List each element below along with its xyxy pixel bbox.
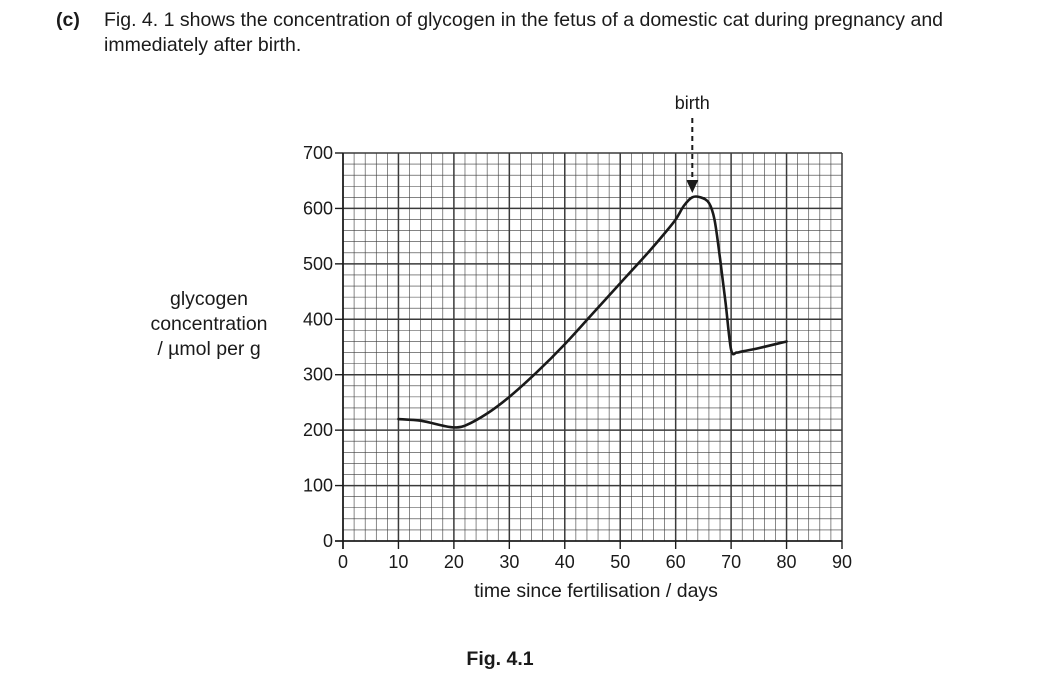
- y-tick-label: 600: [303, 198, 333, 218]
- question-part-label: (c): [56, 9, 80, 31]
- birth-annotation: birth: [675, 93, 710, 193]
- birth-label: birth: [675, 93, 710, 113]
- x-tick-label: 0: [338, 552, 348, 572]
- question-text: Fig. 4. 1 shows the concentration of gly…: [104, 9, 944, 56]
- x-tick-label: 90: [832, 552, 852, 572]
- chart-grid: [342, 152, 843, 542]
- y-tick-label: 700: [303, 143, 333, 163]
- y-tick-label: 0: [323, 531, 333, 551]
- x-tick-label: 10: [388, 552, 408, 572]
- x-tick-label: 70: [721, 552, 741, 572]
- figure-caption: Fig. 4.1: [466, 648, 534, 670]
- y-tick-label: 300: [303, 365, 333, 385]
- y-axis-label-line: / µmol per g: [157, 338, 261, 360]
- chart-ticks: 0 10 20 30 40 50 60 70 80 90 0 100 200 300 400 500 600 70…: [303, 143, 852, 572]
- x-tick-label: 50: [610, 552, 630, 572]
- glycogen-curve: [397, 195, 788, 429]
- y-tick-label: 200: [303, 420, 333, 440]
- x-axis-label: time since fertilisation / days: [474, 580, 718, 602]
- x-tick-label: 30: [499, 552, 519, 572]
- y-tick-label: 400: [303, 309, 333, 329]
- x-tick-label: 20: [444, 552, 464, 572]
- birth-arrow-icon: [686, 180, 699, 193]
- y-axis-label-line: glycogen: [169, 288, 249, 310]
- x-tick-label: 60: [666, 552, 686, 572]
- x-tick-label: 80: [777, 552, 797, 572]
- y-axis-label: glycogen concentration / µmol per g: [140, 287, 278, 362]
- chart-axes: [335, 153, 842, 549]
- y-tick-label: 100: [303, 476, 333, 496]
- y-tick-label: 500: [303, 254, 333, 274]
- x-tick-label: 40: [555, 552, 575, 572]
- chart-series: [397, 195, 788, 429]
- y-axis-label-line: concentration: [150, 313, 268, 335]
